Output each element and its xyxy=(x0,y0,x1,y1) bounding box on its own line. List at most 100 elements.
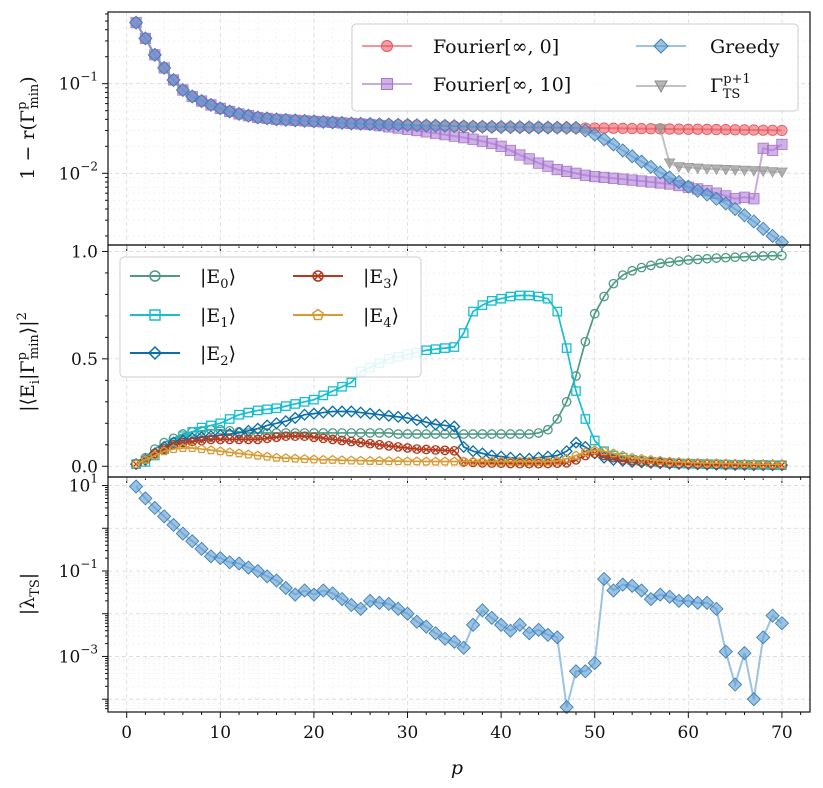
x-tick-label: 20 xyxy=(303,723,325,743)
data-point xyxy=(721,458,731,468)
x-tick-label: 0 xyxy=(121,723,132,743)
data-point xyxy=(524,290,535,301)
data-point xyxy=(569,436,583,449)
data-point xyxy=(456,119,471,134)
legend-marker-e4 xyxy=(311,308,325,321)
data-point xyxy=(262,404,272,415)
data-point xyxy=(299,431,310,442)
data-point xyxy=(203,97,219,113)
data-point xyxy=(421,456,431,466)
x-tick-label: 50 xyxy=(584,723,606,743)
data-point xyxy=(344,597,359,613)
data-point xyxy=(533,456,544,466)
data-point xyxy=(128,15,144,30)
data-point xyxy=(748,251,759,262)
data-point xyxy=(288,113,303,128)
data-point xyxy=(402,429,413,439)
data-point xyxy=(384,456,394,466)
data-point xyxy=(606,137,621,152)
data-point xyxy=(447,634,462,649)
x-tick-label: 30 xyxy=(397,723,419,743)
data-point xyxy=(746,214,761,229)
data-point xyxy=(382,409,395,422)
data-point xyxy=(663,123,676,135)
data-point xyxy=(279,414,293,428)
data-point xyxy=(730,458,740,468)
data-point xyxy=(533,291,544,302)
data-point xyxy=(419,118,434,133)
data-point xyxy=(355,455,366,465)
data-point xyxy=(486,296,497,306)
data-point xyxy=(683,255,694,265)
data-point xyxy=(168,444,179,454)
data-point xyxy=(776,138,788,151)
data-point xyxy=(147,47,162,62)
data-point xyxy=(625,149,640,164)
data-point xyxy=(532,157,545,169)
data-point xyxy=(682,162,695,174)
data-point xyxy=(589,170,601,183)
legend-entry-e3: |E3⟩ xyxy=(293,266,399,292)
legend-label-fourier10: Fourier[∞, 10] xyxy=(433,74,571,96)
data-point xyxy=(157,509,172,524)
data-point xyxy=(720,124,732,136)
data-point xyxy=(345,405,358,418)
data-point xyxy=(757,124,769,136)
data-point xyxy=(551,163,563,176)
data-point xyxy=(250,563,265,579)
x-tick-label: 40 xyxy=(490,723,512,743)
data-point xyxy=(215,446,226,456)
data-point xyxy=(412,444,422,454)
data-point xyxy=(175,82,191,98)
data-point xyxy=(430,456,441,466)
data-point xyxy=(653,587,668,602)
data-point xyxy=(317,406,330,419)
data-point xyxy=(552,455,563,465)
legend-entry-e2: |E2⟩ xyxy=(130,343,236,369)
data-point xyxy=(150,450,160,460)
data-point xyxy=(269,112,284,127)
data-point xyxy=(440,456,450,466)
data-point xyxy=(683,457,694,467)
legend-label-e0: |E0⟩ xyxy=(200,266,236,292)
data-point xyxy=(729,165,741,176)
data-point xyxy=(412,456,422,466)
data-point xyxy=(447,119,462,134)
data-point xyxy=(634,154,649,169)
data-point xyxy=(468,429,478,439)
data-point xyxy=(437,631,453,646)
data-point xyxy=(561,396,572,407)
data-point xyxy=(260,419,274,432)
data-point xyxy=(318,454,329,464)
data-point xyxy=(449,456,460,466)
data-point xyxy=(430,445,441,455)
data-point xyxy=(766,167,779,178)
data-point xyxy=(374,439,385,450)
data-point xyxy=(475,603,490,618)
data-point xyxy=(777,459,787,469)
data-point xyxy=(596,571,612,587)
data-point xyxy=(259,111,275,126)
data-point xyxy=(381,117,396,132)
data-point xyxy=(175,526,191,541)
data-point xyxy=(166,517,181,533)
data-point xyxy=(222,555,237,570)
data-point xyxy=(440,343,450,353)
legend-label-e3: |E3⟩ xyxy=(363,266,399,292)
data-point xyxy=(580,336,591,347)
data-point xyxy=(363,407,377,420)
data-point xyxy=(523,153,535,165)
data-point xyxy=(222,104,237,119)
data-point xyxy=(475,119,490,134)
data-point xyxy=(383,441,394,451)
data-point xyxy=(646,260,656,271)
data-point xyxy=(718,644,733,659)
data-point xyxy=(326,405,339,418)
data-point xyxy=(550,630,565,645)
data-point xyxy=(307,407,321,420)
data-point xyxy=(232,426,246,440)
data-point xyxy=(251,422,264,435)
data-point xyxy=(542,160,554,172)
data-point xyxy=(373,408,386,421)
data-point xyxy=(299,428,310,438)
